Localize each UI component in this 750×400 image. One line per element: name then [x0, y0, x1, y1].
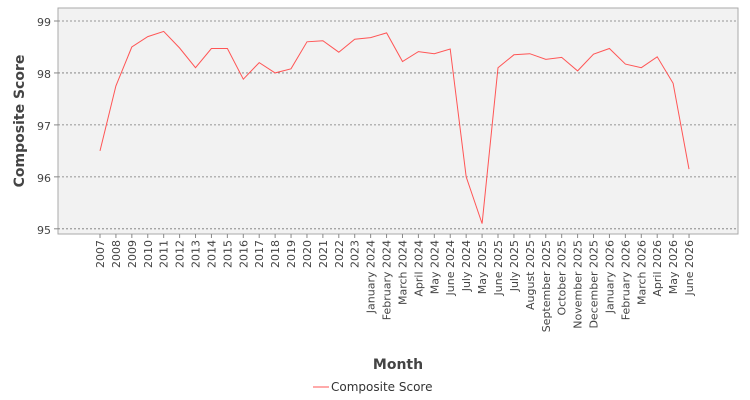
x-tick-label: April 2024 — [412, 240, 425, 297]
x-tick-label: July 2025 — [508, 240, 521, 292]
y-axis-title: Composite Score — [12, 55, 28, 188]
x-tick-label: 2007 — [94, 240, 107, 268]
x-axis-title: Month — [373, 357, 423, 373]
x-tick-label: January 2024 — [365, 240, 378, 314]
x-tick-label: 2023 — [349, 240, 362, 268]
y-axis-ticks: 95 96 97 98 99 — [37, 16, 58, 237]
x-tick-label: 2013 — [190, 240, 203, 268]
x-tick-label: May 2024 — [428, 240, 441, 294]
x-tick-label: March 2024 — [396, 240, 409, 305]
x-tick-label: 2017 — [253, 240, 266, 268]
legend: Composite Score — [313, 380, 432, 394]
x-tick-label: 2009 — [126, 240, 139, 268]
x-tick-label: 2021 — [317, 240, 330, 268]
plot-area — [57, 7, 739, 235]
x-tick-label: September 2025 — [540, 240, 553, 332]
x-tick-label: January 2026 — [603, 240, 616, 314]
series-lines — [99, 30, 690, 224]
x-tick-label: June 2025 — [492, 240, 505, 296]
x-tick-label: 2019 — [285, 240, 298, 268]
x-tick-label: October 2025 — [556, 240, 569, 316]
x-tick-label: 2022 — [333, 240, 346, 268]
legend-label: Composite Score — [331, 380, 432, 394]
x-tick-label: 2008 — [110, 240, 123, 268]
y-tick-label: 96 — [37, 172, 51, 185]
x-tick-label: 2014 — [205, 240, 218, 268]
x-tick-label: June 2024 — [444, 240, 457, 296]
x-tick-label: February 2026 — [619, 240, 632, 320]
x-tick-label: December 2025 — [588, 240, 601, 329]
x-tick-label: 2012 — [174, 240, 187, 268]
x-tick-label: 2015 — [221, 240, 234, 268]
x-tick-label: 2010 — [142, 240, 155, 268]
x-tick-label: 2020 — [301, 240, 314, 268]
grid-lines — [58, 20, 738, 230]
x-tick-label: November 2025 — [572, 240, 585, 329]
y-tick-label: 99 — [37, 16, 51, 29]
x-tick-label: 2018 — [269, 240, 282, 268]
x-tick-label: May 2026 — [667, 240, 680, 294]
series-line — [99, 30, 690, 224]
x-tick-label: March 2026 — [635, 240, 648, 305]
x-axis-ticks: 2007 2008 2009 2010 2011 2012 2013 2014 2015 2016… — [94, 234, 696, 332]
x-tick-label: June 2026 — [683, 240, 696, 296]
x-tick-label: May 2025 — [476, 240, 489, 294]
y-tick-label: 95 — [37, 224, 51, 237]
x-tick-label: August 2025 — [524, 240, 537, 310]
y-tick-label: 97 — [37, 120, 51, 133]
x-tick-label: 2011 — [158, 240, 171, 268]
x-tick-label: 2016 — [237, 240, 250, 268]
x-tick-label: April 2026 — [651, 240, 664, 297]
y-tick-label: 98 — [37, 68, 51, 81]
x-tick-label: July 2024 — [460, 240, 473, 292]
x-tick-label: February 2024 — [381, 240, 394, 320]
